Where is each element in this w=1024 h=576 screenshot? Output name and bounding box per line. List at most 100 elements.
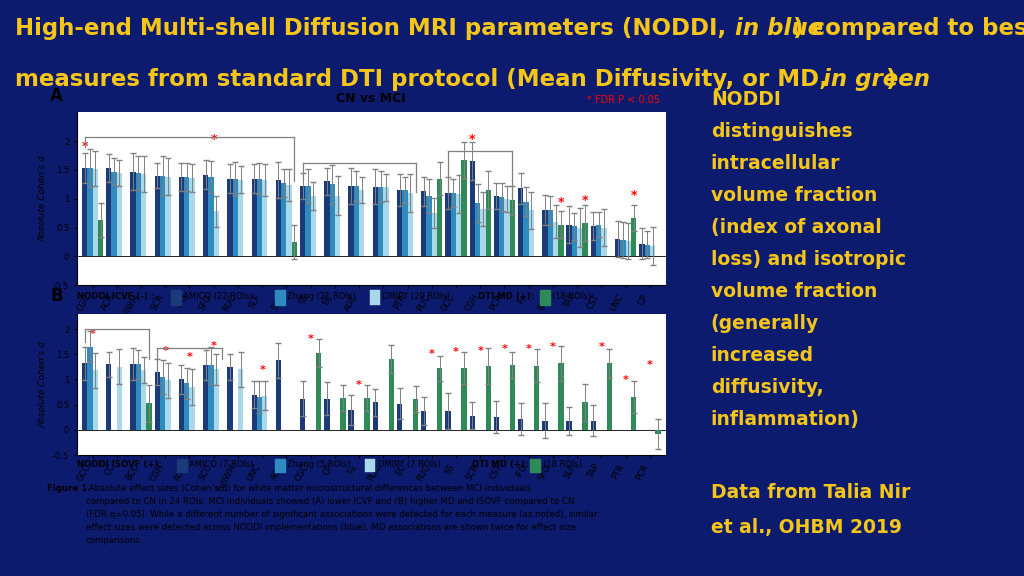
Text: DMIPY (20 ROIs): DMIPY (20 ROIs) bbox=[382, 291, 451, 301]
Text: CN vs MCI: CN vs MCI bbox=[336, 92, 407, 105]
Bar bbox=[456, 194, 462, 256]
Text: inflammation): inflammation) bbox=[711, 410, 860, 429]
Bar bbox=[518, 188, 523, 256]
Bar bbox=[130, 172, 135, 256]
Text: in green: in green bbox=[823, 69, 930, 92]
Text: AMICO (22 ROIs): AMICO (22 ROIs) bbox=[183, 291, 253, 301]
Text: *: * bbox=[558, 196, 564, 209]
Bar bbox=[117, 367, 122, 430]
Bar bbox=[305, 186, 310, 256]
Text: Zhang (21 ROIs): Zhang (21 ROIs) bbox=[287, 291, 355, 301]
Bar bbox=[335, 196, 340, 256]
Bar bbox=[325, 399, 330, 430]
Bar bbox=[445, 193, 451, 256]
Bar bbox=[378, 187, 383, 256]
Bar bbox=[370, 290, 380, 305]
Bar bbox=[601, 228, 607, 256]
Bar bbox=[462, 368, 467, 430]
Bar bbox=[348, 410, 353, 430]
Bar bbox=[566, 225, 571, 256]
Bar bbox=[631, 397, 636, 430]
Text: *: * bbox=[90, 328, 95, 339]
Bar bbox=[535, 366, 540, 430]
Bar bbox=[141, 174, 146, 256]
Text: *: * bbox=[307, 334, 313, 344]
Text: Zhang (5 ROIs): Zhang (5 ROIs) bbox=[287, 460, 350, 469]
Bar bbox=[480, 209, 485, 256]
Y-axis label: Absolute Cohen's d: Absolute Cohen's d bbox=[39, 341, 47, 428]
Text: DMIPY (7 ROIs): DMIPY (7 ROIs) bbox=[378, 460, 440, 469]
Bar bbox=[462, 160, 467, 256]
Text: *: * bbox=[525, 344, 531, 354]
Bar bbox=[106, 365, 112, 430]
Bar bbox=[112, 172, 117, 256]
Bar bbox=[499, 197, 505, 256]
Bar bbox=[421, 411, 426, 430]
Bar bbox=[165, 177, 171, 256]
Text: *: * bbox=[211, 341, 217, 351]
Bar bbox=[135, 173, 141, 256]
Text: *: * bbox=[186, 353, 193, 362]
Text: NODDI ISOVF (+):: NODDI ISOVF (+): bbox=[77, 460, 162, 469]
Text: volume fraction: volume fraction bbox=[711, 282, 878, 301]
Bar bbox=[348, 186, 353, 256]
Bar bbox=[639, 244, 644, 256]
Bar bbox=[421, 191, 426, 256]
Bar bbox=[146, 403, 152, 430]
Bar bbox=[485, 190, 490, 256]
Bar bbox=[214, 369, 219, 430]
Bar bbox=[383, 187, 389, 256]
Text: *: * bbox=[211, 133, 217, 146]
Text: *: * bbox=[623, 375, 629, 385]
Text: NODDI ICVF (-) :: NODDI ICVF (-) : bbox=[77, 291, 155, 301]
Bar bbox=[543, 210, 548, 256]
Bar bbox=[470, 416, 475, 430]
Bar bbox=[300, 186, 305, 256]
Bar bbox=[510, 200, 515, 256]
Bar bbox=[184, 177, 189, 256]
Bar bbox=[578, 228, 583, 256]
Bar bbox=[432, 213, 437, 256]
Bar bbox=[262, 180, 267, 256]
Text: ): ) bbox=[885, 69, 895, 92]
Bar bbox=[262, 396, 267, 430]
Bar bbox=[98, 220, 103, 256]
Text: loss) and isotropic: loss) and isotropic bbox=[711, 250, 906, 269]
Bar bbox=[402, 190, 408, 256]
Bar bbox=[203, 365, 208, 430]
Bar bbox=[275, 180, 281, 256]
Bar bbox=[340, 398, 345, 430]
Text: volume fraction: volume fraction bbox=[711, 186, 878, 205]
Bar bbox=[566, 420, 571, 430]
Text: increased: increased bbox=[711, 346, 814, 365]
Bar bbox=[130, 365, 135, 430]
Text: measures from standard DTI protocol (Mean Diffusivity, or MD,: measures from standard DTI protocol (Mea… bbox=[15, 69, 837, 92]
Text: *: * bbox=[598, 342, 604, 352]
Text: Figure 1.: Figure 1. bbox=[47, 484, 90, 493]
Text: NODDI: NODDI bbox=[711, 90, 780, 109]
Bar bbox=[106, 168, 112, 256]
Bar bbox=[571, 226, 578, 256]
Bar bbox=[353, 186, 359, 256]
Bar bbox=[485, 366, 490, 430]
Bar bbox=[165, 381, 171, 430]
Bar bbox=[177, 459, 187, 472]
Bar bbox=[325, 181, 330, 256]
Bar bbox=[189, 178, 195, 256]
Bar bbox=[155, 372, 160, 430]
Bar bbox=[518, 419, 523, 430]
Text: *: * bbox=[453, 347, 459, 357]
Text: AMICO (7 ROIs): AMICO (7 ROIs) bbox=[189, 460, 254, 469]
Text: (index of axonal: (index of axonal bbox=[711, 218, 882, 237]
Text: Data from Talia Nir: Data from Talia Nir bbox=[711, 483, 910, 502]
Bar bbox=[494, 417, 499, 430]
Bar bbox=[366, 459, 376, 472]
Bar bbox=[92, 169, 98, 256]
Bar bbox=[543, 420, 548, 430]
Text: et al., OHBM 2019: et al., OHBM 2019 bbox=[711, 518, 902, 537]
Bar bbox=[274, 459, 285, 472]
Text: intracellular: intracellular bbox=[711, 154, 841, 173]
Bar bbox=[426, 196, 432, 256]
Bar bbox=[523, 202, 528, 256]
Bar bbox=[179, 380, 184, 430]
